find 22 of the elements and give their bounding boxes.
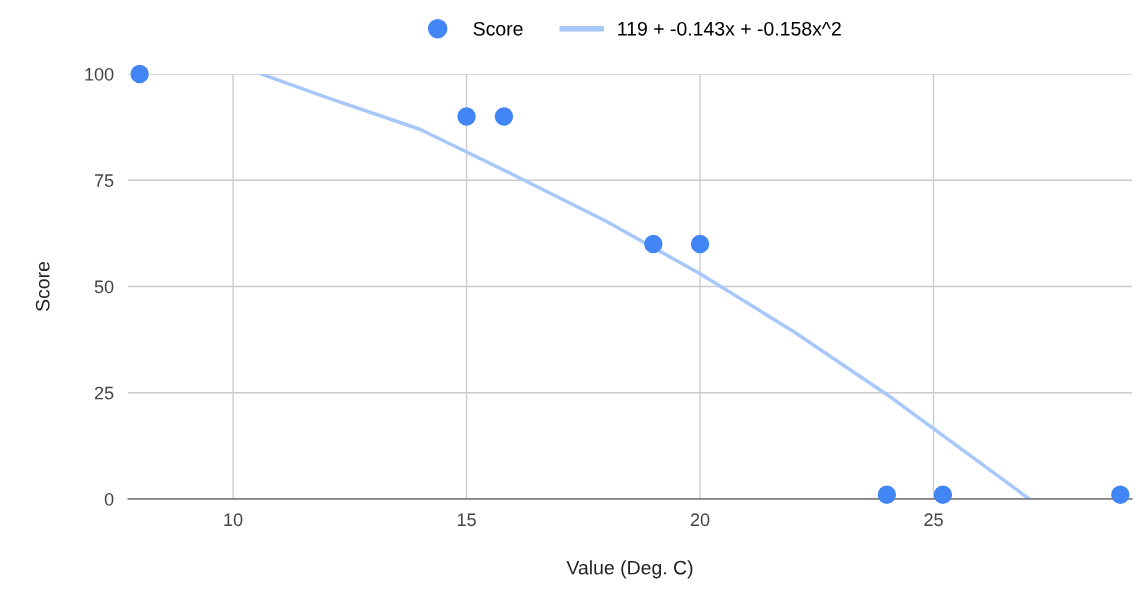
x-tick-label: 10: [224, 513, 243, 527]
x-axis-title: Value (Deg. C): [566, 560, 693, 579]
point: [877, 485, 897, 504]
point: [457, 107, 476, 126]
legend-label: 119 + -0.143x + -0.158x^2: [618, 21, 841, 36]
line-series: [259, 74, 1032, 499]
y-tick-label: 25: [94, 386, 114, 400]
y-tick-label: 0: [104, 492, 114, 506]
x-tick-label: 20: [690, 513, 710, 527]
point: [690, 234, 710, 254]
point: [644, 234, 663, 254]
y-axis-title: Score: [35, 261, 50, 312]
point: [1111, 485, 1130, 504]
x-tick-label: 15: [457, 513, 476, 527]
point: [494, 107, 514, 126]
x-tick-label: 25: [924, 513, 943, 527]
y-tick-label: 50: [94, 280, 114, 294]
y-tick-label: 75: [94, 174, 114, 187]
point: [933, 485, 953, 504]
legend-label: Score: [473, 21, 523, 36]
y-tick-label: 100: [85, 67, 114, 81]
point: [130, 64, 149, 84]
